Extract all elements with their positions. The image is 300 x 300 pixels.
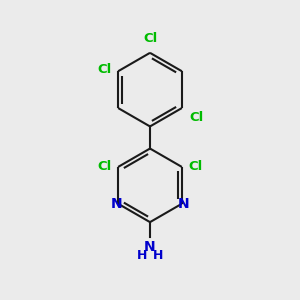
Text: Cl: Cl <box>188 160 203 173</box>
Text: H: H <box>153 249 164 262</box>
Text: N: N <box>144 240 156 254</box>
Text: H: H <box>136 249 147 262</box>
Text: Cl: Cl <box>143 32 157 46</box>
Text: Cl: Cl <box>98 63 112 76</box>
Text: Cl: Cl <box>189 111 203 124</box>
Text: N: N <box>111 197 122 211</box>
Text: N: N <box>178 197 189 211</box>
Text: Cl: Cl <box>98 160 112 173</box>
